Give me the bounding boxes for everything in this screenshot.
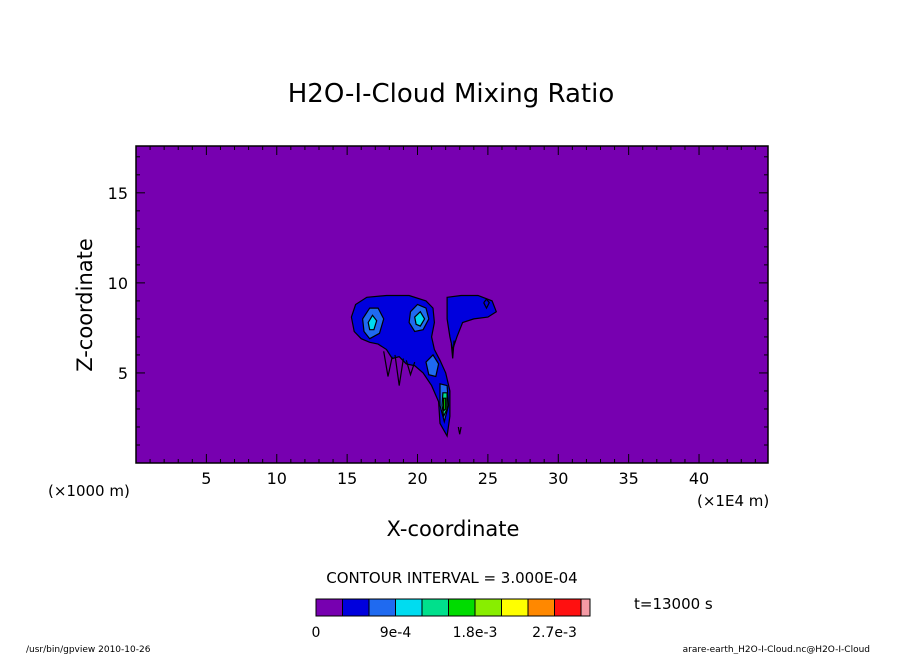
x-tick-label: 5 [201,469,211,488]
x-tick-labels: 5 10 15 20 25 30 35 40 [201,469,709,488]
colorbar-swatch [527,598,555,617]
footer-right-text: arare-earth_H2O-I-Cloud.nc@H2O-I-Cloud [683,645,870,654]
colorbar-swatch [554,598,582,617]
y-tick-labels: 5 10 15 [108,184,128,383]
axis-ticks [136,146,768,463]
x-tick-label: 20 [407,469,427,488]
contour-line-0 [383,351,393,377]
colorbar-labels: 0 9e-4 1.8e-3 2.7e-3 [312,625,577,641]
colorbar-swatch [368,598,396,617]
x-tick-label: 25 [478,469,498,488]
x-tick-label: 30 [548,469,568,488]
colorbar-swatch [580,598,591,617]
colorbar-swatch [395,598,423,617]
contour-interval-label: CONTOUR INTERVAL = 3.000E-04 [326,569,577,587]
x-unit-right: (×1E4 m) [697,492,769,510]
colorbar-swatch [342,598,370,617]
y-axis-label: Z-coordinate [73,238,97,372]
cloud-region-7 [414,310,426,327]
colorbar [315,598,591,617]
contour-line-1 [394,354,404,386]
colorbar-label: 1.8e-3 [453,625,498,641]
colorbar-swatch [448,598,476,617]
x-unit-left: (×1000 m) [48,482,130,500]
x-tick-label: 15 [337,469,357,488]
colorbar-swatch [315,598,343,617]
contour-line-3 [450,340,455,359]
x-axis-label: X-coordinate [387,517,520,541]
colorbar-swatch [421,598,449,617]
x-tick-label: 35 [618,469,638,488]
contour-line-layer [383,298,491,435]
cloud-region-9 [443,397,447,413]
y-tick-label: 10 [108,274,128,293]
cloud-region-1 [446,294,498,352]
cloud-region-6 [367,314,378,331]
footer-left-text: /usr/bin/gpview 2010-10-26 [26,645,151,654]
colorbar-swatch [474,598,502,617]
x-tick-label: 40 [689,469,709,488]
colorbar-label: 0 [312,625,321,641]
colorbar-label: 9e-4 [380,625,412,641]
y-tick-label: 15 [108,184,128,203]
y-tick-label: 5 [118,364,128,383]
contour-fill-layer [350,294,498,438]
contour-line-4 [457,426,462,435]
colorbar-label: 2.7e-3 [532,625,577,641]
contour-line-2 [405,360,416,377]
x-tick-label: 10 [267,469,287,488]
time-label: t=13000 s [634,595,713,613]
contour-line-5 [483,298,491,310]
plot-frame [135,145,769,464]
cloud-region-4 [425,353,440,378]
chart-title: H2O-I-Cloud Mixing Ratio [288,79,615,109]
colorbar-swatch [501,598,529,617]
